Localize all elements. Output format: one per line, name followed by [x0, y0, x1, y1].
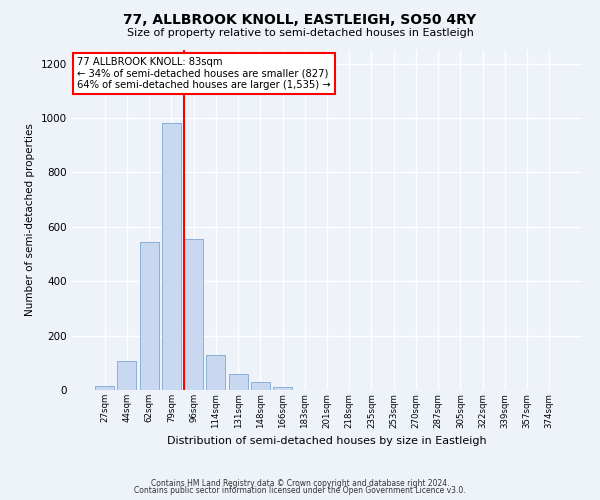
Text: 77, ALLBROOK KNOLL, EASTLEIGH, SO50 4RY: 77, ALLBROOK KNOLL, EASTLEIGH, SO50 4RY — [124, 12, 476, 26]
Bar — [118, 362, 136, 390]
Bar — [206, 354, 225, 390]
Bar — [273, 388, 292, 390]
Bar — [95, 386, 114, 390]
X-axis label: Distribution of semi-detached houses by size in Eastleigh: Distribution of semi-detached houses by … — [167, 436, 487, 446]
Y-axis label: Number of semi-detached properties: Number of semi-detached properties — [25, 124, 35, 316]
Bar — [140, 242, 158, 390]
Bar — [162, 124, 181, 390]
Text: 77 ALLBROOK KNOLL: 83sqm
← 34% of semi-detached houses are smaller (827)
64% of : 77 ALLBROOK KNOLL: 83sqm ← 34% of semi-d… — [77, 57, 331, 90]
Text: Contains HM Land Registry data © Crown copyright and database right 2024.: Contains HM Land Registry data © Crown c… — [151, 478, 449, 488]
Bar — [184, 239, 203, 390]
Bar — [251, 382, 270, 390]
Text: Contains public sector information licensed under the Open Government Licence v3: Contains public sector information licen… — [134, 486, 466, 495]
Bar — [229, 374, 248, 390]
Text: Size of property relative to semi-detached houses in Eastleigh: Size of property relative to semi-detach… — [127, 28, 473, 38]
